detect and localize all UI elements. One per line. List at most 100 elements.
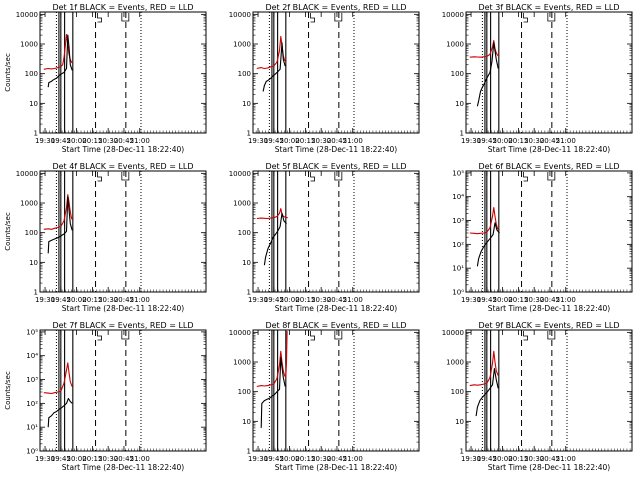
lld-rate-series xyxy=(43,362,73,395)
x-tick-label: 21:00 xyxy=(130,137,150,145)
plot-area xyxy=(256,171,355,292)
x-tick-label: 19:45 xyxy=(264,137,284,145)
panel-3: Det 3f BLACK = Events, RED = LLD Start Ti… xyxy=(442,3,633,154)
y-tick-label: 10000 xyxy=(229,329,251,337)
y-tick-label: 10000 xyxy=(229,170,251,178)
interval-bracket-mark xyxy=(121,172,130,181)
x-axis-label: Start Time (28-Dec-11 18:22:40) xyxy=(275,463,397,472)
x-tick-label: 20:15 xyxy=(82,455,102,463)
x-tick-label: 20:45 xyxy=(114,296,134,304)
x-tick-label: 20:00 xyxy=(493,455,513,463)
y-tick-label: 10000 xyxy=(16,11,38,19)
x-axis-label: Start Time (28-Dec-11 18:22:40) xyxy=(62,463,184,472)
x-tick-label: 21:00 xyxy=(556,296,576,304)
chart-title: Det 3f BLACK = Events, RED = LLD xyxy=(478,3,619,12)
y-axis-label: Counts/sec xyxy=(4,371,12,410)
interval-bracket-mark xyxy=(97,172,102,182)
event-rate-series xyxy=(260,357,286,428)
x-tick-label: 21:00 xyxy=(556,137,576,145)
x-tick-label: 20:15 xyxy=(295,296,315,304)
y-tick-label: 10¹ xyxy=(26,424,38,432)
y-tick-label: 100 xyxy=(451,70,464,78)
y-tick-label: 10⁴ xyxy=(452,193,464,201)
x-tick-label: 20:30 xyxy=(98,296,118,304)
chart-title: Det 9f BLACK = Events, RED = LLD xyxy=(478,321,619,330)
plot-frame xyxy=(465,11,633,134)
y-tick-label: 10 xyxy=(242,418,251,426)
plot-area xyxy=(469,330,568,451)
chart-title: Det 7f BLACK = Events, RED = LLD xyxy=(52,321,193,330)
event-rate-series xyxy=(47,196,73,254)
x-axis-label: Start Time (28-Dec-11 18:22:40) xyxy=(275,145,397,154)
chart-title: Det 4f BLACK = Events, RED = LLD xyxy=(52,162,193,171)
y-tick-label: 1 xyxy=(247,289,251,297)
x-tick-label: 19:30 xyxy=(461,137,481,145)
y-tick-label: 10 xyxy=(242,100,251,108)
y-tick-label: 1 xyxy=(247,448,251,456)
chart-title: Det 5f BLACK = Events, RED = LLD xyxy=(265,162,406,171)
x-tick-label: 20:00 xyxy=(280,296,300,304)
x-tick-label: 21:00 xyxy=(343,137,363,145)
x-tick-label: 20:15 xyxy=(508,137,528,145)
plot-frame xyxy=(465,170,633,293)
y-tick-label: 10³ xyxy=(452,217,464,225)
y-tick-label: 1 xyxy=(34,289,38,297)
x-tick-label: 19:30 xyxy=(35,137,55,145)
plot-frame xyxy=(252,329,420,452)
x-tick-label: 19:45 xyxy=(51,137,71,145)
y-tick-label: 1 xyxy=(34,130,38,138)
y-tick-label: 10⁵ xyxy=(26,328,38,336)
panel-5: Det 5f BLACK = Events, RED = LLD Start Ti… xyxy=(229,162,420,313)
chart-title: Det 1f BLACK = Events, RED = LLD xyxy=(52,3,193,12)
lld-rate-series xyxy=(256,331,288,388)
y-tick-label: 100 xyxy=(451,388,464,396)
x-tick-label: 21:00 xyxy=(343,296,363,304)
y-tick-label: 10 xyxy=(455,418,464,426)
x-tick-label: 19:30 xyxy=(461,455,481,463)
x-axis-label: Start Time (28-Dec-11 18:22:40) xyxy=(275,304,397,313)
x-tick-label: 20:45 xyxy=(114,137,134,145)
plot-area xyxy=(43,330,142,451)
x-tick-label: 20:00 xyxy=(280,455,300,463)
interval-bracket-mark xyxy=(523,13,528,23)
x-tick-label: 20:30 xyxy=(524,137,544,145)
x-tick-label: 19:30 xyxy=(35,455,55,463)
y-tick-label: 10000 xyxy=(229,11,251,19)
y-tick-label: 10⁰ xyxy=(452,289,464,297)
x-tick-label: 19:45 xyxy=(477,296,497,304)
x-tick-label: 19:45 xyxy=(51,455,71,463)
x-axis-label: Start Time (28-Dec-11 18:22:40) xyxy=(488,145,610,154)
x-tick-label: 21:00 xyxy=(556,455,576,463)
y-tick-label: 1000 xyxy=(20,41,38,49)
x-tick-label: 20:00 xyxy=(280,137,300,145)
y-tick-label: 1000 xyxy=(20,200,38,208)
panel-7: Det 7f BLACK = Events, RED = LLD Counts/s… xyxy=(4,321,207,472)
y-tick-label: 1 xyxy=(460,448,464,456)
x-tick-label: 19:45 xyxy=(477,137,497,145)
x-tick-label: 20:00 xyxy=(493,137,513,145)
interval-bracket-mark xyxy=(310,172,315,182)
interval-bracket-mark xyxy=(547,331,556,340)
y-tick-label: 10² xyxy=(452,241,464,249)
event-rate-series xyxy=(263,212,287,266)
interval-bracket-mark xyxy=(97,331,102,341)
y-tick-label: 10⁰ xyxy=(26,448,38,456)
chart-title: Det 6f BLACK = Events, RED = LLD xyxy=(478,162,619,171)
x-tick-label: 21:00 xyxy=(130,296,150,304)
lld-rate-series xyxy=(43,194,74,230)
x-axis-label: Start Time (28-Dec-11 18:22:40) xyxy=(62,145,184,154)
y-tick-label: 10 xyxy=(29,100,38,108)
panel-2: Det 2f BLACK = Events, RED = LLD Start Ti… xyxy=(229,3,420,154)
y-tick-label: 10000 xyxy=(16,170,38,178)
panel-1: Det 1f BLACK = Events, RED = LLD Counts/s… xyxy=(4,3,207,154)
x-tick-label: 19:30 xyxy=(248,296,268,304)
y-tick-label: 10⁵ xyxy=(452,169,464,177)
x-axis-label: Start Time (28-Dec-11 18:22:40) xyxy=(488,304,610,313)
x-tick-label: 20:45 xyxy=(327,296,347,304)
plot-area xyxy=(256,12,355,133)
y-tick-label: 1000 xyxy=(233,200,251,208)
interval-bracket-mark xyxy=(334,172,343,181)
x-tick-label: 20:30 xyxy=(524,455,544,463)
x-tick-label: 20:45 xyxy=(540,455,560,463)
x-tick-label: 20:15 xyxy=(508,455,528,463)
